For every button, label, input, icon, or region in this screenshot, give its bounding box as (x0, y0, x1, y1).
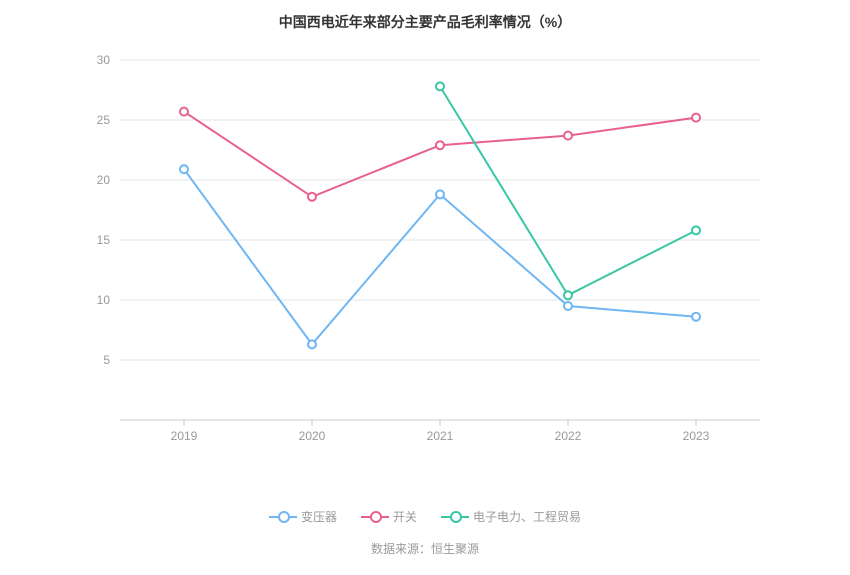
legend-marker-icon (269, 511, 297, 523)
legend-item[interactable]: 变压器 (269, 508, 337, 525)
chart-title: 中国西电近年来部分主要产品毛利率情况（%） (0, 0, 850, 32)
svg-text:15: 15 (97, 233, 111, 247)
legend-label: 电子电力、工程贸易 (473, 508, 581, 525)
chart-legend: 变压器 开关 电子电力、工程贸易 (0, 508, 850, 525)
legend-item[interactable]: 电子电力、工程贸易 (441, 508, 581, 525)
svg-text:25: 25 (97, 113, 111, 127)
svg-text:30: 30 (97, 53, 111, 67)
legend-marker-icon (361, 511, 389, 523)
chart-source: 数据来源：恒生聚源 (0, 540, 850, 557)
svg-text:2023: 2023 (683, 429, 710, 443)
legend-label: 变压器 (301, 508, 337, 525)
chart-svg: 5 10 15 20 25 30 2019 2020 2021 2022 2023 (80, 50, 780, 450)
svg-text:2020: 2020 (299, 429, 326, 443)
legend-item[interactable]: 开关 (361, 508, 417, 525)
legend-marker-icon (441, 511, 469, 523)
legend-label: 开关 (393, 508, 417, 525)
chart-plot-area: 5 10 15 20 25 30 2019 2020 2021 2022 2023 (80, 50, 780, 450)
svg-text:2019: 2019 (171, 429, 198, 443)
svg-text:2022: 2022 (555, 429, 582, 443)
svg-text:2021: 2021 (427, 429, 454, 443)
svg-text:10: 10 (97, 293, 111, 307)
chart-container: 中国西电近年来部分主要产品毛利率情况（%） 5 10 15 20 25 30 2019 202… (0, 0, 850, 575)
svg-text:20: 20 (97, 173, 111, 187)
svg-text:5: 5 (103, 353, 110, 367)
